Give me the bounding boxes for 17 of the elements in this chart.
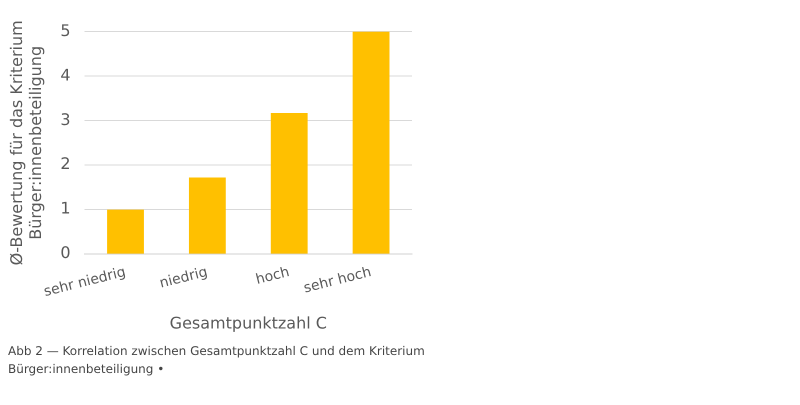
- x-axis-title: Gesamtpunktzahl C: [170, 314, 327, 333]
- caption: Abb 2 — Korrelation zwischen Gesamtpunktzahl C und dem Kriterium Bürger:innenbeteiligung •: [8, 343, 426, 378]
- x-tick-label: sehr hoch: [302, 264, 373, 296]
- bar: [270, 113, 308, 254]
- y-tick-label: 5: [60, 20, 71, 40]
- y-tick-label: 0: [60, 243, 71, 262]
- y-tick-label: 4: [60, 65, 71, 84]
- y-tick-label: 1: [60, 198, 71, 218]
- x-tick-label: niedrig: [158, 264, 210, 292]
- bar: [188, 178, 226, 254]
- y-axis-title: Ø-Bewertung für das Kriterium Bürger:innenbeteiligung: [6, 20, 45, 266]
- x-tick-label: sehr niedrig: [42, 264, 128, 300]
- bar: [107, 210, 144, 254]
- x-tick-label: hoch: [254, 264, 292, 288]
- y-tick-label: 3: [60, 110, 71, 129]
- bar: [352, 32, 390, 254]
- y-tick-label: 2: [60, 154, 71, 174]
